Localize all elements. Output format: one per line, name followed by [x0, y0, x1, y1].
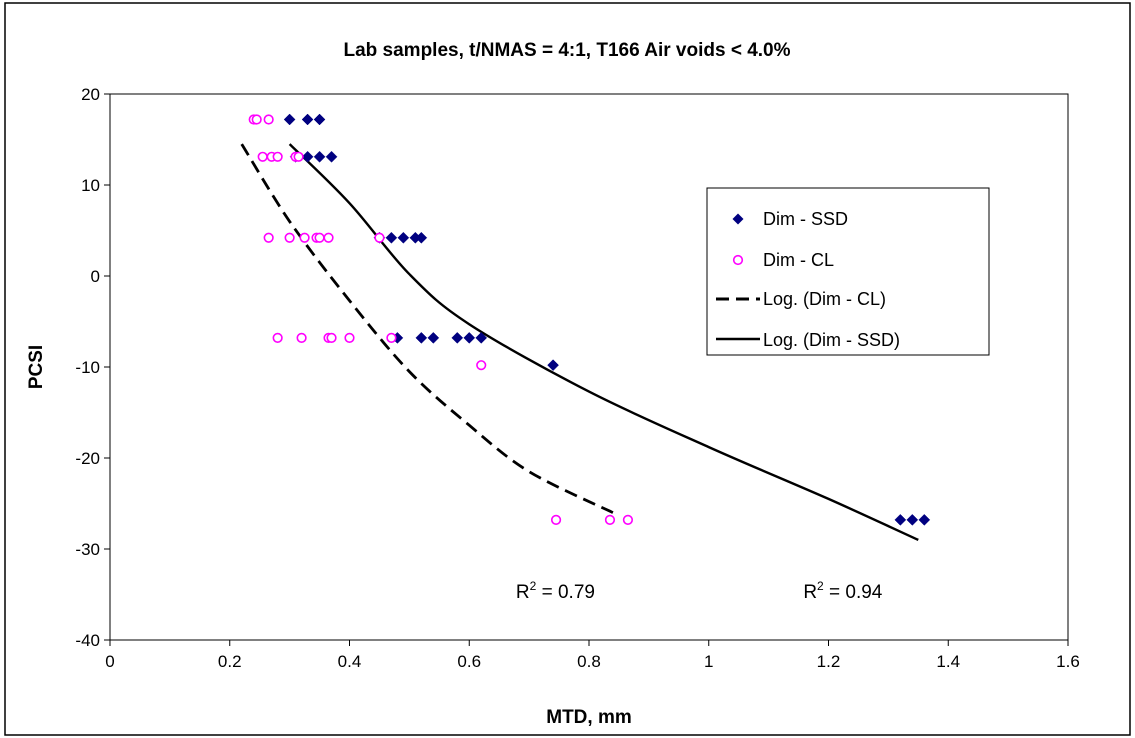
point-dim-cl: [622, 514, 634, 525]
point-dim-ssd: [918, 514, 931, 526]
x-tick-label: 0.4: [338, 652, 362, 671]
point-dim-ssd: [906, 514, 919, 526]
x-tick-label: 0: [105, 652, 114, 671]
point-dim-ssd: [283, 113, 296, 126]
point-dim-cl: [257, 151, 268, 162]
point-dim-ssd: [475, 332, 488, 344]
trendline-ssd: [288, 143, 919, 541]
point-dim-cl: [386, 332, 397, 343]
point-dim-cl: [476, 360, 487, 371]
point-dim-cl: [314, 232, 325, 243]
x-axis: 0 0.2 0.4 0.6 0.8 1 1.2 1.4 1.6: [105, 640, 1080, 671]
y-tick-label: -40: [75, 631, 100, 650]
point-dim-cl: [344, 332, 355, 343]
point-dim-ssd: [463, 332, 476, 344]
r-squared-value: = 0.79: [536, 582, 595, 603]
legend-item-ssd: Dim - SSD: [732, 209, 848, 229]
point-dim-cl: [374, 232, 385, 243]
point-dim-ssd: [415, 332, 428, 344]
point-dim-cl: [263, 232, 274, 243]
y-tick-label: -30: [75, 540, 100, 559]
point-dim-cl: [284, 232, 295, 243]
y-axis-title: PCSI: [26, 345, 47, 389]
point-dim-cl: [299, 232, 310, 243]
annotations: R2 = 0.79 R2 = 0.94: [516, 579, 883, 603]
point-dim-ssd: [301, 150, 314, 163]
point-dim-cl: [296, 332, 307, 343]
point-dim-ssd: [894, 514, 907, 526]
point-dim-cl: [550, 514, 562, 525]
r-squared-base: R: [803, 582, 817, 603]
legend-label-ssd-trend: Log. (Dim - SSD): [763, 330, 900, 350]
point-dim-ssd: [301, 113, 314, 126]
point-dim-ssd: [547, 359, 559, 372]
point-dim-cl: [604, 514, 616, 525]
point-dim-ssd: [325, 150, 338, 163]
x-axis-title: MTD, mm: [546, 707, 632, 728]
x-tick-label: 0.2: [218, 652, 242, 671]
legend-label-ssd: Dim - SSD: [763, 209, 848, 229]
x-tick-label: 1.2: [817, 652, 841, 671]
legend-item-cl-trend: Log. (Dim - CL): [716, 289, 886, 309]
y-tick-label: -20: [75, 449, 100, 468]
x-tick-label: 1: [704, 652, 713, 671]
plot-area: [109, 93, 1069, 641]
r-squared-superscript: 2: [530, 579, 537, 593]
point-dim-ssd: [385, 231, 398, 244]
point-dim-cl: [272, 151, 283, 162]
x-tick-label: 0.8: [577, 652, 601, 671]
legend-marker-circle: [732, 254, 744, 266]
point-dim-ssd: [397, 231, 410, 244]
y-tick-label: -10: [75, 358, 100, 377]
legend-box: [706, 187, 990, 356]
point-dim-cl: [323, 232, 334, 243]
legend-item-cl: Dim - CL: [732, 250, 834, 270]
point-dim-cl: [293, 151, 304, 162]
r-squared-value: = 0.94: [824, 582, 883, 603]
legend: Dim - SSD Dim - CL Log. (Dim - CL) Log. …: [706, 187, 990, 356]
r-squared-superscript: 2: [817, 579, 824, 593]
trendlines: [240, 143, 919, 541]
legend-marker-diamond: [732, 213, 744, 225]
point-dim-cl: [326, 332, 337, 343]
r-squared-label: R2 = 0.79: [516, 579, 595, 603]
x-tick-label: 1.4: [936, 652, 960, 671]
x-tick-label: 1.6: [1056, 652, 1080, 671]
legend-label-cl-trend: Log. (Dim - CL): [763, 289, 886, 309]
y-tick-label: 20: [81, 85, 100, 104]
point-dim-ssd: [313, 150, 326, 163]
point-dim-ssd: [313, 113, 326, 126]
r-squared-label: R2 = 0.94: [803, 579, 882, 603]
y-tick-label: 0: [91, 267, 100, 286]
r-squared-base: R: [516, 582, 530, 603]
point-dim-cl: [263, 114, 274, 125]
point-dim-ssd: [451, 332, 464, 344]
x-tick-label: 0.6: [457, 652, 481, 671]
y-axis: 20 10 0 -10 -20 -30 -40: [75, 85, 110, 650]
point-dim-cl: [251, 114, 262, 125]
data-points: [248, 113, 931, 526]
y-tick-label: 10: [81, 176, 100, 195]
trendline-cl: [240, 143, 614, 514]
legend-item-ssd-trend: Log. (Dim - SSD): [716, 330, 900, 350]
point-dim-ssd: [427, 332, 440, 344]
point-dim-ssd: [415, 231, 428, 244]
point-dim-cl: [272, 332, 283, 343]
legend-label-cl: Dim - CL: [763, 250, 834, 270]
chart-title: Lab samples, t/NMAS = 4:1, T166 Air void…: [343, 40, 790, 61]
